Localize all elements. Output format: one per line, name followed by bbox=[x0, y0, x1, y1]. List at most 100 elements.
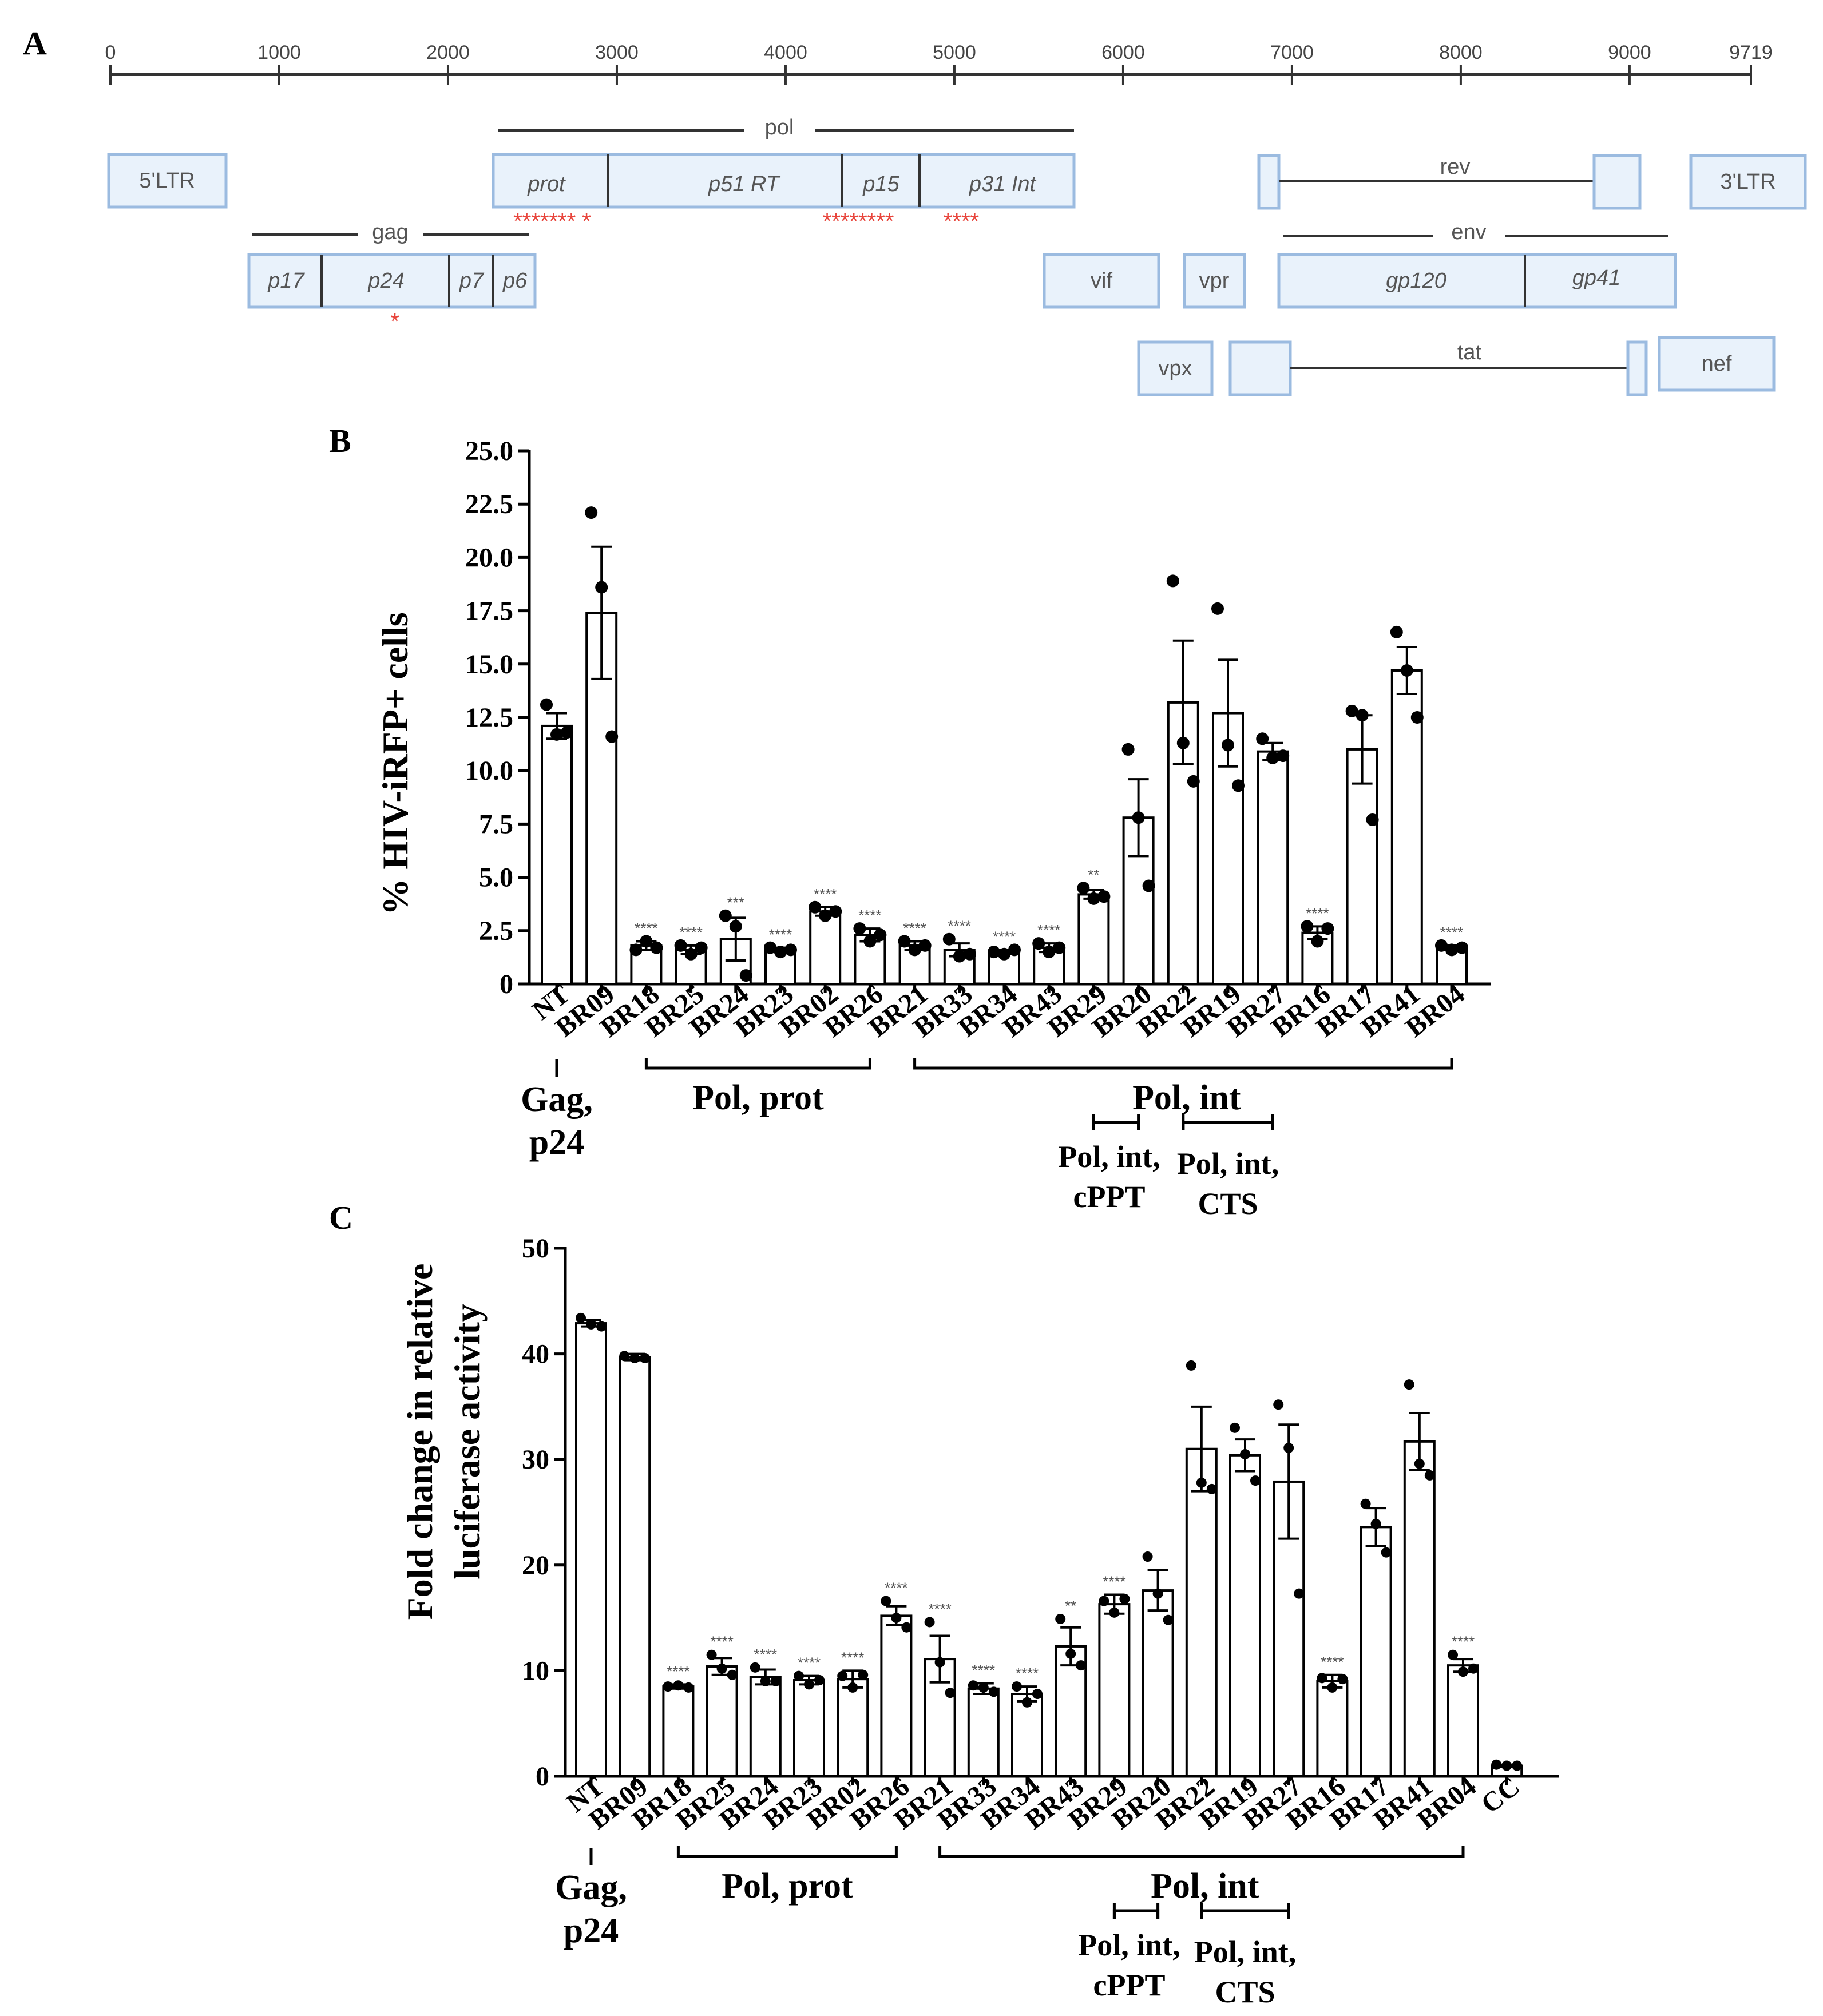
data-point bbox=[924, 1617, 935, 1628]
significance-label: **** bbox=[928, 1600, 951, 1617]
data-point bbox=[1230, 1422, 1240, 1433]
data-point bbox=[1152, 1588, 1163, 1599]
y-tick-label: 2.5 bbox=[479, 916, 513, 946]
data-point bbox=[739, 969, 752, 982]
data-point bbox=[1043, 946, 1056, 959]
data-point bbox=[1435, 939, 1448, 952]
data-point bbox=[1345, 704, 1358, 717]
tat-exon1-box bbox=[1228, 340, 1292, 396]
y-tick-label: 25.0 bbox=[465, 436, 513, 466]
bar-br02 bbox=[809, 910, 842, 986]
p7-label: p7 bbox=[459, 269, 485, 293]
data-point bbox=[1222, 739, 1234, 752]
data-point bbox=[750, 1662, 760, 1673]
data-point bbox=[1087, 892, 1100, 905]
significance-label: **** bbox=[903, 919, 926, 936]
y-tick-label: 12.5 bbox=[465, 703, 513, 733]
p31int-label: p31 Int bbox=[969, 172, 1037, 196]
data-point bbox=[829, 905, 842, 918]
group-cppt-bracket-ends bbox=[1092, 1114, 1140, 1130]
data-point bbox=[674, 939, 687, 952]
panel-c-y-axis-label-line2: luciferase activity bbox=[447, 1304, 488, 1580]
p24-label: p24 bbox=[367, 269, 404, 293]
data-point bbox=[1250, 1475, 1261, 1486]
vpr-label: vpr bbox=[1199, 269, 1230, 293]
data-point bbox=[1032, 1689, 1043, 1700]
bar-br04 bbox=[1447, 1664, 1479, 1777]
p15-label: p15 bbox=[862, 172, 899, 196]
data-point bbox=[640, 935, 653, 948]
ruler-tick-label: 0 bbox=[105, 42, 116, 64]
group-cppt-label-line1: Pol, int, bbox=[1078, 1928, 1180, 1962]
data-point bbox=[1142, 1551, 1153, 1562]
data-point bbox=[1119, 1593, 1130, 1604]
data-point bbox=[898, 935, 911, 948]
rev-exon2-box bbox=[1592, 154, 1642, 210]
significance-label: **** bbox=[1440, 924, 1463, 941]
significance-label: **** bbox=[1103, 1573, 1125, 1590]
data-point bbox=[1008, 943, 1021, 957]
significance-label: **** bbox=[885, 1580, 907, 1597]
data-point bbox=[874, 928, 887, 942]
group-pol-prot-bracket bbox=[676, 1846, 898, 1858]
group-cts-label-line1: Pol, int, bbox=[1194, 1935, 1297, 1969]
data-point bbox=[1032, 937, 1045, 950]
significance-label: **** bbox=[841, 1649, 864, 1666]
data-point bbox=[1311, 935, 1324, 948]
group-pol-int-bracket bbox=[913, 1058, 1453, 1070]
y-tick-label: 20.0 bbox=[465, 542, 513, 573]
data-point bbox=[1283, 1442, 1294, 1453]
significance-label: **** bbox=[754, 1646, 777, 1663]
significance-label: **** bbox=[1452, 1633, 1475, 1650]
group-cts-label-line1: Pol, int, bbox=[1177, 1146, 1279, 1181]
group-cts-bracket-ends bbox=[1182, 1114, 1274, 1130]
data-point bbox=[953, 950, 966, 963]
significance-label: **** bbox=[1306, 904, 1329, 922]
data-point bbox=[918, 939, 932, 952]
ruler-tick-label: 3000 bbox=[595, 42, 639, 64]
data-point bbox=[784, 943, 797, 957]
bar-br27 bbox=[1257, 750, 1289, 985]
data-point bbox=[1301, 920, 1314, 933]
data-point bbox=[1163, 1614, 1174, 1625]
data-point bbox=[891, 1613, 902, 1624]
y-tick-label: 22.5 bbox=[465, 489, 513, 519]
data-point bbox=[1400, 664, 1413, 677]
data-point bbox=[550, 728, 563, 741]
data-point bbox=[585, 506, 598, 519]
group-pol-prot-label: Pol, prot bbox=[692, 1078, 824, 1117]
panel-c-label: C bbox=[329, 1199, 353, 1236]
data-point bbox=[706, 1649, 717, 1660]
significance-label: ** bbox=[1088, 866, 1099, 883]
data-point bbox=[1076, 1660, 1087, 1671]
significance-label: **** bbox=[1016, 1665, 1039, 1682]
y-tick-label: 0 bbox=[536, 1761, 549, 1792]
data-point bbox=[1055, 1613, 1066, 1624]
vpx-label: vpx bbox=[1158, 356, 1192, 380]
p17-label: p17 bbox=[267, 269, 305, 293]
prot-asterisks: ******* * bbox=[513, 209, 591, 234]
group-cts-label-line2: CTS bbox=[1198, 1186, 1258, 1221]
bar-br02 bbox=[837, 1678, 869, 1777]
data-point bbox=[1187, 775, 1200, 788]
data-point bbox=[1370, 1518, 1381, 1529]
data-point bbox=[998, 947, 1010, 961]
data-point bbox=[727, 1669, 738, 1680]
data-point bbox=[1468, 1663, 1479, 1674]
data-point bbox=[809, 900, 822, 914]
data-point bbox=[1109, 1607, 1120, 1618]
ltr3-box bbox=[1689, 154, 1807, 210]
gp41-label: gp41 bbox=[1572, 266, 1621, 290]
data-point bbox=[1012, 1681, 1022, 1692]
data-point bbox=[629, 943, 643, 957]
data-point bbox=[576, 1312, 586, 1323]
ruler-ticks: 0 1000 2000 3000 4000 5000 6000 7000 8000 9000 971… bbox=[105, 42, 1773, 85]
data-point bbox=[764, 941, 776, 954]
int-asterisks: **** bbox=[944, 209, 979, 234]
data-point bbox=[1491, 1759, 1502, 1770]
group-cppt-label-line1: Pol, int, bbox=[1058, 1140, 1160, 1174]
panel-c-y-axis-label-line1: Fold change in relative bbox=[399, 1264, 440, 1620]
rev-label: rev bbox=[1440, 155, 1471, 179]
bar-br25 bbox=[706, 1665, 738, 1778]
env-label: env bbox=[1451, 220, 1486, 244]
